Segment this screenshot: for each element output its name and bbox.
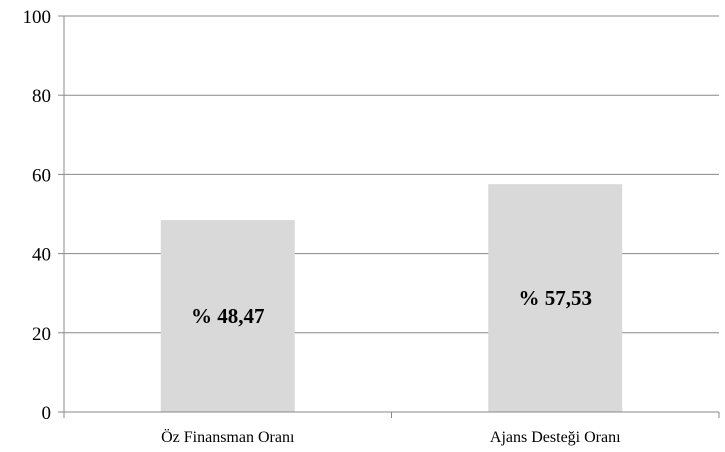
y-tick-label: 100 <box>23 7 52 28</box>
y-tick-label: 40 <box>32 245 51 266</box>
bar <box>160 220 295 412</box>
data-label: % 48,47 <box>191 304 265 328</box>
data-label: % 57,53 <box>519 286 593 310</box>
axes <box>58 15 720 418</box>
y-tick-label: 80 <box>32 86 51 107</box>
category-labels: Öz Finansman Oranı Ajans Desteği Oranı <box>161 428 621 446</box>
y-tick-labels: 0 20 40 60 80 100 <box>23 7 52 424</box>
category-label: Ajans Desteği Oranı <box>490 429 621 446</box>
y-tick-label: 0 <box>42 403 52 424</box>
data-labels: % 48,47 % 57,53 <box>191 286 592 328</box>
bar <box>488 184 623 412</box>
bars <box>160 184 623 412</box>
category-label: Öz Finansman Oranı <box>161 428 295 446</box>
y-tick-label: 60 <box>32 165 51 186</box>
y-tick-label: 20 <box>32 324 51 345</box>
